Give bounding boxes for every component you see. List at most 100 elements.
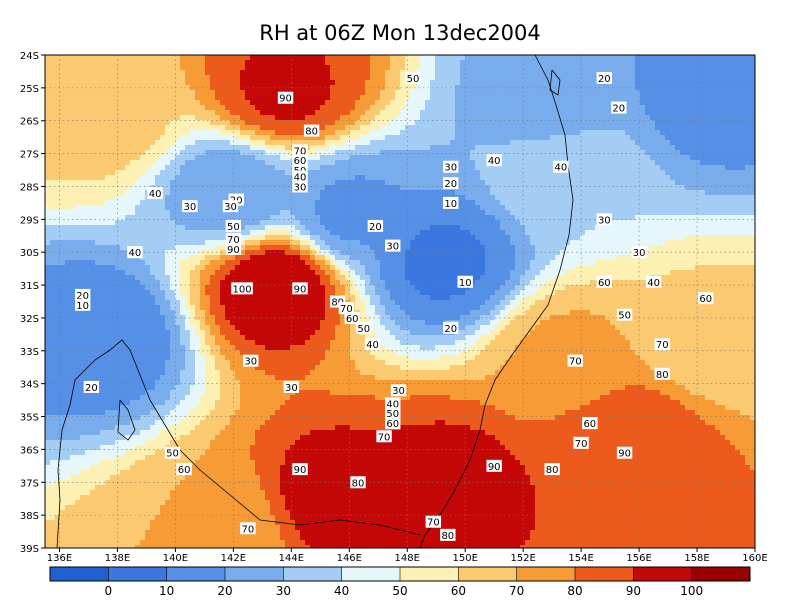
field-cell: [190, 265, 196, 271]
field-cell: [125, 65, 131, 71]
field-cell: [210, 280, 216, 286]
field-cell: [135, 495, 141, 501]
field-cell: [180, 440, 186, 446]
field-cell: [140, 80, 146, 86]
field-cell: [130, 145, 136, 151]
field-cell: [170, 275, 176, 281]
field-cell: [45, 455, 51, 461]
field-cell: [120, 295, 126, 301]
field-cell: [280, 165, 286, 171]
field-cell: [65, 110, 71, 116]
field-cell: [125, 180, 131, 186]
field-cell: [135, 305, 141, 311]
field-cell: [160, 370, 166, 376]
field-cell: [95, 510, 101, 516]
field-cell: [240, 535, 246, 541]
field-cell: [150, 260, 156, 266]
field-cell: [215, 515, 221, 521]
field-cell: [190, 415, 196, 421]
field-cell: [260, 420, 266, 426]
field-cell: [140, 135, 146, 141]
field-cell: [140, 460, 146, 466]
field-cell: [150, 420, 156, 426]
field-cell: [240, 495, 246, 501]
field-cell: [150, 330, 156, 336]
field-cell: [60, 80, 66, 86]
field-cell: [215, 85, 221, 91]
field-cell: [155, 535, 161, 541]
field-cell: [120, 55, 126, 61]
field-cell: [100, 460, 106, 466]
field-cell: [55, 120, 61, 126]
field-cell: [285, 295, 291, 301]
field-cell: [75, 520, 81, 526]
field-cell: [80, 400, 86, 406]
field-cell: [130, 205, 136, 211]
field-cell: [120, 155, 126, 161]
field-cell: [45, 500, 51, 506]
field-cell: [230, 445, 236, 451]
field-cell: [215, 300, 221, 306]
field-cell: [65, 195, 71, 201]
field-cell: [215, 415, 221, 421]
field-cell: [140, 260, 146, 266]
field-cell: [100, 510, 106, 516]
field-cell: [150, 375, 156, 381]
field-cell: [85, 270, 91, 276]
field-cell: [150, 90, 156, 96]
field-cell: [165, 360, 171, 366]
field-cell: [145, 300, 151, 306]
field-cell: [120, 70, 126, 76]
field-cell: [55, 335, 61, 341]
field-cell: [140, 505, 146, 511]
field-cell: [75, 475, 81, 481]
field-cell: [290, 75, 296, 81]
field-cell: [175, 490, 181, 496]
field-cell: [105, 230, 111, 236]
field-cell: [160, 450, 166, 456]
field-cell: [65, 115, 71, 121]
field-cell: [255, 385, 261, 391]
field-cell: [75, 320, 81, 326]
field-cell: [85, 415, 91, 421]
field-cell: [110, 235, 116, 241]
field-cell: [220, 525, 226, 531]
field-cell: [190, 455, 196, 461]
field-cell: [285, 85, 291, 91]
field-cell: [170, 95, 176, 101]
field-cell: [240, 375, 246, 381]
field-cell: [235, 485, 241, 491]
field-cell: [195, 405, 201, 411]
field-cell: [195, 220, 201, 226]
field-cell: [50, 220, 56, 226]
field-cell: [190, 295, 196, 301]
field-cell: [275, 325, 281, 331]
field-cell: [125, 310, 131, 316]
field-cell: [95, 505, 101, 511]
field-cell: [180, 480, 186, 486]
field-cell: [150, 115, 156, 121]
field-cell: [285, 425, 291, 431]
field-cell: [150, 340, 156, 346]
field-cell: [155, 225, 161, 231]
field-cell: [70, 305, 76, 311]
field-cell: [160, 350, 166, 356]
field-cell: [55, 350, 61, 356]
field-cell: [50, 280, 56, 286]
field-cell: [285, 420, 291, 426]
field-cell: [70, 525, 76, 531]
field-cell: [275, 65, 281, 71]
field-cell: [220, 465, 226, 471]
field-cell: [75, 435, 81, 441]
field-cell: [70, 160, 76, 166]
field-cell: [250, 455, 256, 461]
field-cell: [175, 235, 181, 241]
field-cell: [170, 485, 176, 491]
field-cell: [140, 485, 146, 491]
field-cell: [80, 150, 86, 156]
field-cell: [270, 205, 276, 211]
field-cell: [50, 155, 56, 161]
field-cell: [130, 55, 136, 61]
field-cell: [130, 175, 136, 181]
field-cell: [60, 175, 66, 181]
